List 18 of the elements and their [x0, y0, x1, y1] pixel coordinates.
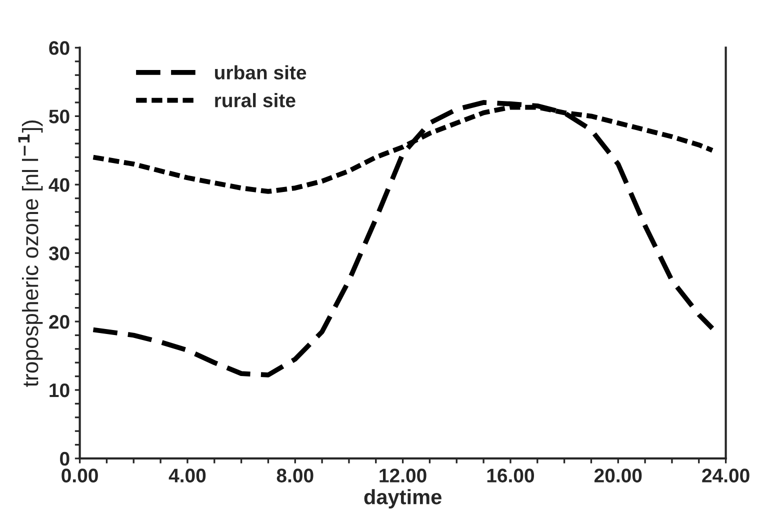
y-tick-label: 50: [49, 110, 70, 124]
x-tick-label: 16.00: [487, 468, 534, 482]
x-tick-label: 12.00: [380, 468, 426, 482]
y-tick-label: 30: [48, 246, 70, 260]
y-tick-label: 10: [50, 383, 70, 398]
y-tick-label: 0: [60, 452, 70, 466]
y-tick-label: 20: [49, 315, 70, 329]
y-tick-label: 40: [48, 178, 70, 192]
legend-label: urban site: [215, 65, 306, 80]
x-tick-label: 4.00: [168, 468, 206, 482]
x-axis-title: daytime: [364, 489, 442, 508]
y-axis-title: tropospheric ozone [nl l$^{−1}$]): [18, 120, 43, 387]
x-tick-label: 8.00: [276, 468, 314, 482]
legend-label: rural site: [215, 93, 296, 108]
y-tick-label: 60: [49, 41, 70, 55]
x-tick-label: 24.00: [702, 468, 750, 482]
x-tick-label: 0.00: [62, 468, 98, 482]
x-tick-label: 20.00: [594, 468, 642, 482]
